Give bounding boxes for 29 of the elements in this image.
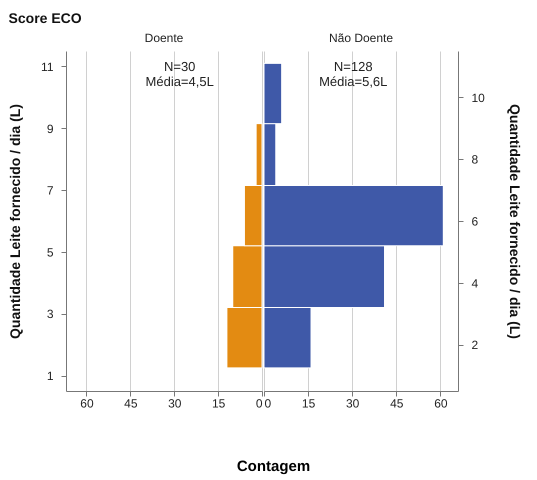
y-tick-label: 10 bbox=[472, 90, 486, 105]
x-tick-label: 60 bbox=[434, 396, 448, 410]
y-tick-label: 8 bbox=[472, 152, 478, 167]
y-tick-label: 4 bbox=[472, 276, 478, 290]
y-tick-label: 5 bbox=[46, 245, 54, 260]
x-tick-label: 30 bbox=[168, 396, 182, 410]
x-tick-label: 0 bbox=[256, 396, 263, 410]
x-tick-label: 15 bbox=[212, 396, 226, 410]
x-axis-title: Contagem bbox=[236, 458, 312, 475]
y-axis-title: Quantidade Leite fornecido / dia (L) bbox=[506, 104, 523, 339]
y-tick-label: 2 bbox=[472, 338, 478, 352]
y-tick-label: 3 bbox=[46, 307, 54, 322]
y-tick-label: 6 bbox=[472, 214, 478, 228]
x-tick-label: 45 bbox=[390, 396, 404, 410]
x-tick-label: 15 bbox=[302, 396, 316, 410]
annotation: N=30 Média=4,5L bbox=[146, 59, 214, 89]
y-tick-label: 1 bbox=[46, 369, 54, 384]
chart-subtitle: Doente bbox=[144, 31, 184, 45]
chart-subtitle: Não Doente bbox=[328, 31, 394, 45]
chart-title: Score ECO bbox=[8, 10, 82, 26]
y-axis-title: Quantidade Leite fornecido / dia (L) bbox=[7, 104, 24, 339]
x-tick-label: 30 bbox=[346, 396, 360, 410]
y-tick-label: 7 bbox=[46, 184, 54, 198]
annotation: N=128 Média=5,6L bbox=[319, 59, 388, 89]
x-tick-label: 60 bbox=[80, 396, 94, 410]
y-tick-label: 11 bbox=[41, 60, 54, 74]
x-tick-label: 45 bbox=[124, 396, 138, 410]
y-tick-label: 9 bbox=[46, 122, 54, 136]
x-tick-label: 0 bbox=[264, 396, 272, 410]
